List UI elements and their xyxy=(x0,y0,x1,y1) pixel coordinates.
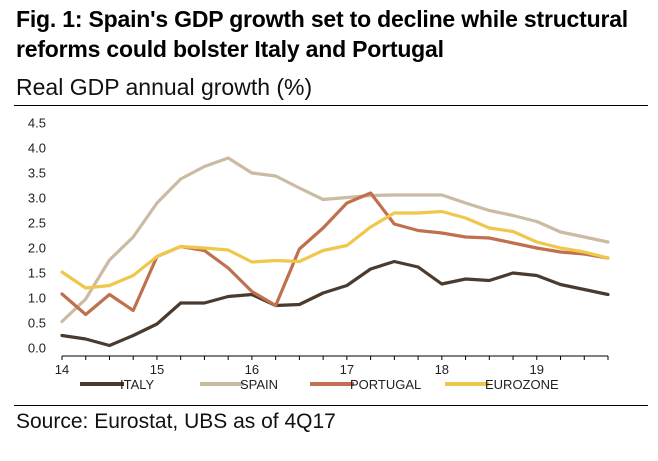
top-rule xyxy=(14,105,648,106)
y-tick-label: 0.0 xyxy=(28,341,46,356)
source-note: Source: Eurostat, UBS as of 4Q17 xyxy=(16,410,336,433)
y-tick-label: 0.5 xyxy=(28,316,46,331)
y-tick-label: 3.5 xyxy=(28,166,46,181)
bottom-rule xyxy=(14,405,648,406)
series-line-eurozone xyxy=(60,209,610,290)
x-tick-label: 19 xyxy=(530,362,544,377)
legend-label-portugal: PORTUGAL xyxy=(350,377,421,392)
series-line-portugal xyxy=(60,191,610,317)
y-tick-label: 1.5 xyxy=(28,266,46,281)
y-axis: 0.0 0.5 1.0 1.5 2.0 2.5 3.0 3.5 4.0 4.5 xyxy=(28,116,46,356)
legend-label-spain: SPAIN xyxy=(240,377,278,392)
x-tick-label: 17 xyxy=(340,362,354,377)
y-tick-label: 2.5 xyxy=(28,216,46,231)
legend-label-italy: ITALY xyxy=(120,377,155,392)
series-line-italy xyxy=(60,259,610,348)
series-line-spain xyxy=(60,156,610,324)
y-tick-label: 2.0 xyxy=(28,241,46,256)
x-tick-label: 18 xyxy=(435,362,449,377)
chart-subtitle: Real GDP annual growth (%) xyxy=(16,74,313,100)
y-tick-label: 4.0 xyxy=(28,141,46,156)
x-tick-label: 14 xyxy=(55,362,69,377)
x-axis: 14 15 16 17 18 19 xyxy=(55,355,609,377)
legend: ITALY SPAIN PORTUGAL EUROZONE xyxy=(80,377,559,392)
legend-label-eurozone: EUROZONE xyxy=(485,377,559,392)
y-tick-label: 4.5 xyxy=(28,116,46,131)
x-tick-label: 16 xyxy=(245,362,259,377)
series-lines xyxy=(60,156,610,348)
y-tick-label: 1.0 xyxy=(28,291,46,306)
chart-title: Fig. 1: Spain's GDP growth set to declin… xyxy=(16,6,628,62)
y-tick-label: 3.0 xyxy=(28,191,46,206)
x-tick-label: 15 xyxy=(150,362,164,377)
